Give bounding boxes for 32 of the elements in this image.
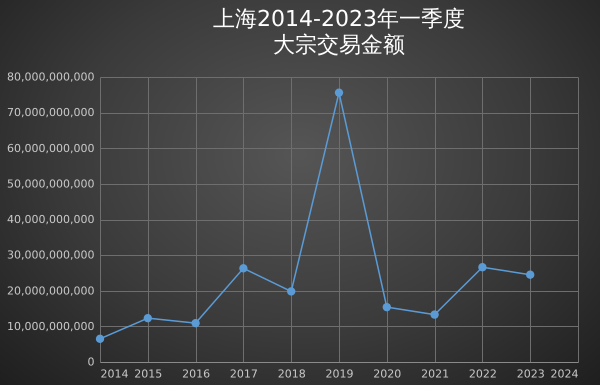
point bbox=[287, 287, 296, 296]
point bbox=[382, 302, 391, 312]
chart-subtitle: 大宗交易金额 bbox=[273, 33, 405, 58]
point bbox=[430, 310, 439, 319]
y-tick-label: 0 bbox=[88, 356, 94, 368]
y-tick-label: 70,000,000,000 bbox=[7, 106, 94, 120]
point bbox=[96, 334, 104, 344]
x-tick-label: 2014 bbox=[100, 368, 128, 380]
y-tick-label: 10,000,000,000 bbox=[7, 320, 94, 333]
y-tick-label: 20,000,000,000 bbox=[7, 284, 94, 298]
x-tick-label: 2016 bbox=[182, 368, 210, 380]
point bbox=[334, 88, 344, 97]
y-tick-label: 40,000,000,000 bbox=[7, 213, 94, 226]
y-tick-label: 50,000,000,000 bbox=[7, 177, 94, 190]
y-tick-label: 80,000,000,000 bbox=[7, 70, 94, 84]
x-tick-label: 2020 bbox=[373, 368, 402, 380]
x-tick-label: 2015 bbox=[134, 368, 162, 380]
chart-title: 上海2014-2023年一季度 bbox=[213, 7, 465, 32]
x-tick-label: 2022 bbox=[468, 368, 497, 380]
point bbox=[239, 264, 248, 272]
y-tick-label: 60,000,000,000 bbox=[7, 142, 94, 155]
x-tick-label: 2024 bbox=[550, 368, 578, 380]
x-tick-label: 2019 bbox=[326, 368, 354, 380]
x-tick-label: 2021 bbox=[421, 368, 450, 380]
x-tick-label: 2023 bbox=[516, 368, 545, 380]
point bbox=[191, 318, 200, 328]
point bbox=[144, 314, 152, 322]
x-tick-label: 2018 bbox=[278, 368, 306, 380]
point bbox=[526, 270, 534, 279]
x-tick-label: 2017 bbox=[230, 368, 258, 380]
y-tick-label: 30,000,000,000 bbox=[7, 248, 94, 262]
point bbox=[478, 263, 487, 272]
